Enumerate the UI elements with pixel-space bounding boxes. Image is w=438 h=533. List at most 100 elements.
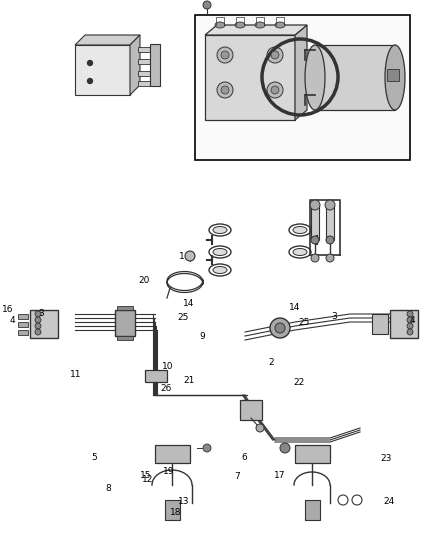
Bar: [18, 330, 28, 335]
Ellipse shape: [305, 45, 325, 110]
Text: 10: 10: [162, 362, 173, 371]
Bar: [117, 306, 133, 310]
Text: 6: 6: [241, 453, 247, 462]
Text: 16: 16: [2, 305, 14, 313]
Circle shape: [280, 443, 290, 453]
Text: 22: 22: [293, 378, 304, 387]
Circle shape: [35, 329, 41, 335]
Polygon shape: [205, 35, 295, 120]
Circle shape: [221, 86, 229, 94]
Bar: [326, 205, 334, 240]
Text: 25: 25: [299, 319, 310, 327]
Bar: [311, 205, 319, 240]
Ellipse shape: [385, 45, 405, 110]
Circle shape: [407, 323, 413, 329]
Text: 9: 9: [199, 333, 205, 341]
Text: 4: 4: [410, 316, 415, 325]
Text: 21: 21: [184, 376, 195, 385]
Bar: [150, 44, 160, 86]
Polygon shape: [75, 45, 130, 95]
Circle shape: [275, 323, 285, 333]
Bar: [315, 45, 395, 110]
Circle shape: [217, 47, 233, 63]
Bar: [138, 81, 152, 86]
Bar: [115, 310, 135, 336]
Bar: [295, 445, 330, 463]
Text: 3: 3: [38, 309, 44, 318]
Polygon shape: [130, 35, 140, 95]
Circle shape: [35, 323, 41, 329]
Circle shape: [407, 311, 413, 317]
Circle shape: [35, 311, 41, 317]
Circle shape: [185, 251, 195, 261]
Circle shape: [311, 254, 319, 262]
Text: 3: 3: [331, 312, 337, 321]
Circle shape: [311, 236, 319, 244]
Circle shape: [203, 1, 211, 9]
Circle shape: [271, 86, 279, 94]
Circle shape: [267, 82, 283, 98]
Circle shape: [217, 82, 233, 98]
Text: 4: 4: [10, 316, 15, 325]
Ellipse shape: [255, 22, 265, 28]
Ellipse shape: [213, 248, 227, 255]
Circle shape: [326, 254, 334, 262]
Bar: [155, 445, 190, 463]
Text: 7: 7: [234, 472, 240, 481]
Text: 20: 20: [138, 276, 149, 285]
Bar: [30, 310, 58, 338]
Ellipse shape: [293, 227, 307, 233]
Bar: [18, 322, 28, 327]
Text: 25: 25: [177, 313, 189, 322]
Ellipse shape: [293, 248, 307, 255]
Text: 11: 11: [70, 370, 81, 378]
Text: 15: 15: [140, 471, 151, 480]
Bar: [138, 59, 152, 64]
Text: 12: 12: [142, 475, 154, 484]
Bar: [240, 400, 262, 420]
Text: 19: 19: [163, 467, 174, 475]
Circle shape: [407, 317, 413, 323]
Bar: [145, 370, 167, 382]
Text: 1: 1: [179, 253, 185, 261]
Text: 5: 5: [91, 453, 97, 462]
Circle shape: [267, 47, 283, 63]
Circle shape: [325, 200, 335, 210]
Circle shape: [407, 329, 413, 335]
Circle shape: [88, 61, 92, 66]
Polygon shape: [205, 25, 307, 35]
Circle shape: [326, 236, 334, 244]
Circle shape: [35, 317, 41, 323]
Bar: [195, 15, 410, 160]
Bar: [117, 336, 133, 340]
Text: 17: 17: [274, 471, 285, 480]
Bar: [305, 500, 320, 520]
Circle shape: [310, 200, 320, 210]
Circle shape: [88, 78, 92, 84]
Ellipse shape: [213, 266, 227, 273]
Bar: [390, 310, 418, 338]
Text: 2: 2: [269, 358, 274, 367]
Circle shape: [271, 51, 279, 59]
Text: 24: 24: [383, 497, 395, 505]
Text: 18: 18: [170, 508, 182, 517]
Ellipse shape: [215, 22, 225, 28]
Bar: [372, 314, 388, 334]
Text: 13: 13: [178, 497, 190, 505]
Text: 8: 8: [106, 484, 112, 492]
Text: 26: 26: [160, 384, 171, 392]
Circle shape: [256, 424, 264, 432]
Text: 14: 14: [289, 303, 300, 312]
Circle shape: [203, 444, 211, 452]
Bar: [165, 500, 180, 520]
Text: 23: 23: [381, 454, 392, 463]
Circle shape: [221, 51, 229, 59]
Circle shape: [270, 318, 290, 338]
Ellipse shape: [235, 22, 245, 28]
Ellipse shape: [213, 227, 227, 233]
Bar: [18, 314, 28, 319]
Polygon shape: [295, 25, 307, 120]
Bar: [387, 69, 399, 81]
Ellipse shape: [275, 22, 285, 28]
Bar: [138, 71, 152, 76]
